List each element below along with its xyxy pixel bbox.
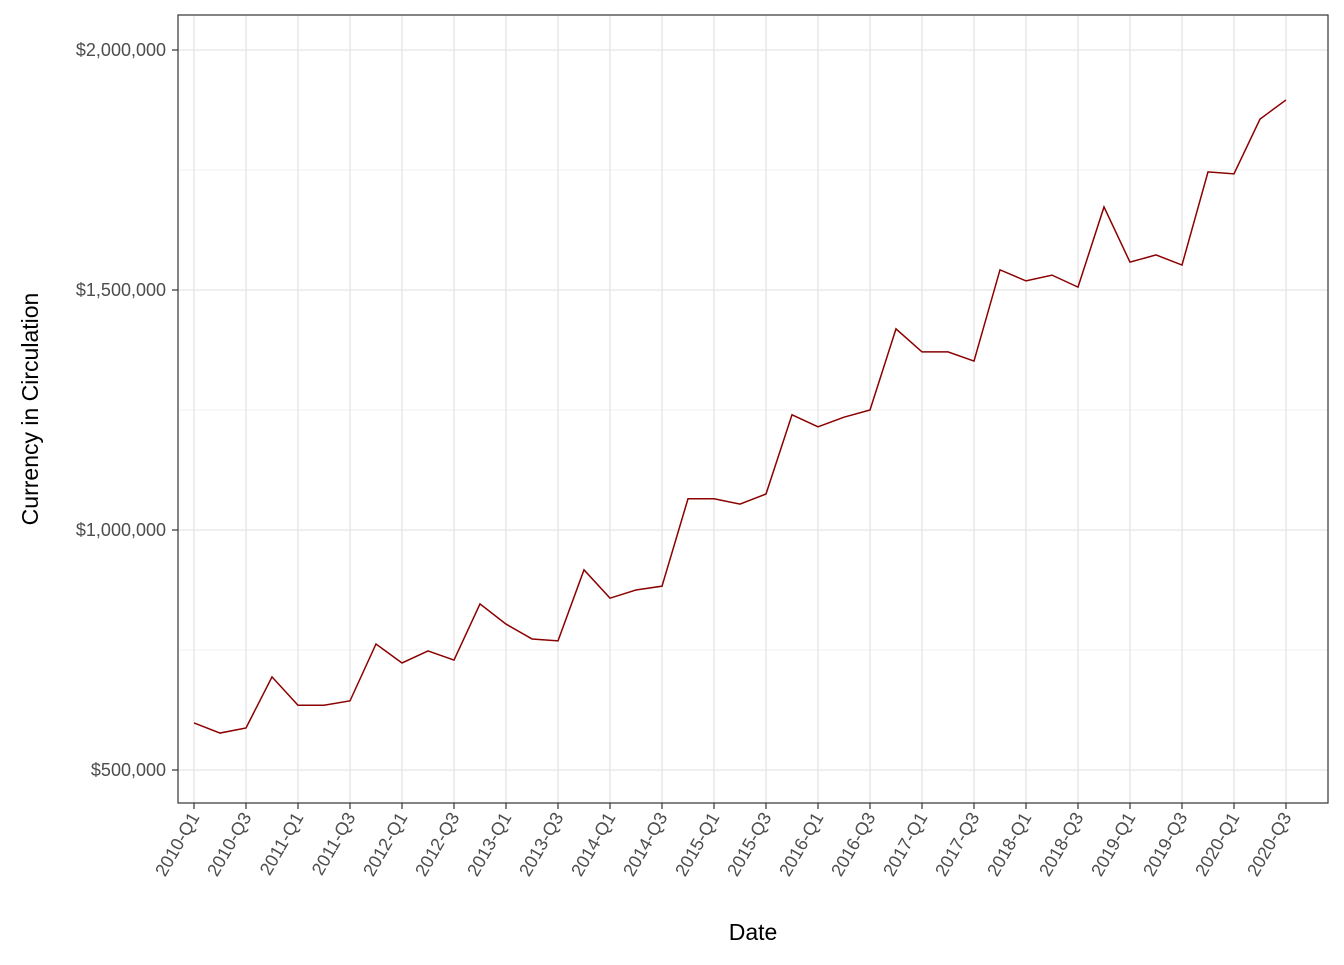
line	[193, 99, 1287, 734]
y-axis-title: Currency in Circulation	[17, 293, 43, 526]
y-tick-label: $1,500,000	[76, 280, 166, 300]
plot	[193, 99, 1287, 734]
panel-border	[177, 14, 1329, 804]
y-tick-label: $2,000,000	[76, 40, 166, 60]
x-axis-title: Date	[729, 919, 778, 945]
grid	[178, 15, 1328, 803]
y-tick-label: $1,000,000	[76, 520, 166, 540]
y-tick-label: $500,000	[91, 760, 166, 780]
